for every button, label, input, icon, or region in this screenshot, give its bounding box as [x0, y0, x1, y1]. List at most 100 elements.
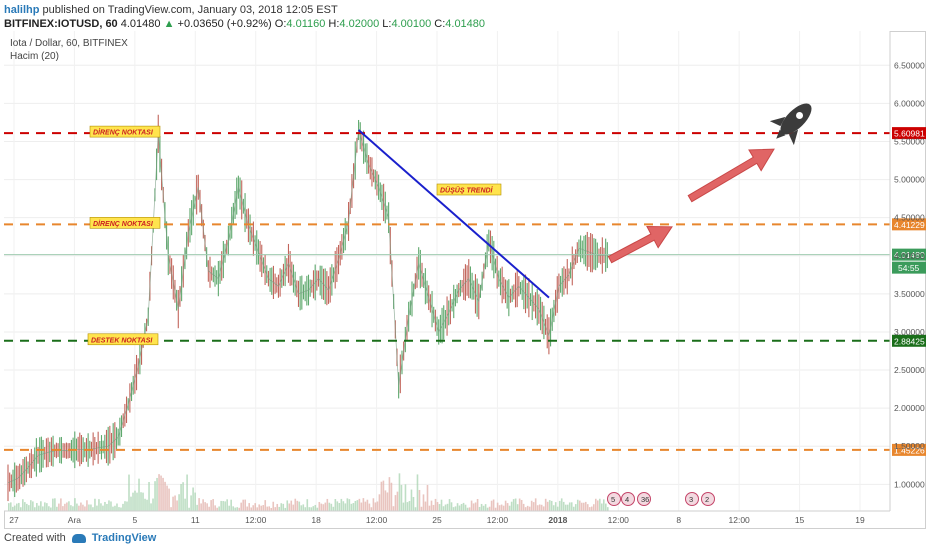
volume-bar: [310, 507, 313, 511]
volume-bar: [40, 501, 42, 511]
volume-bar: [10, 502, 12, 511]
volume-bar: [166, 485, 168, 511]
volume-bar: [252, 505, 255, 511]
volume-bar: [452, 507, 455, 511]
last-price: 4.01480: [120, 18, 161, 30]
volume-bar: [38, 505, 40, 511]
volume-bar: [108, 500, 110, 511]
volume-bar: [556, 506, 559, 511]
volume-bar: [158, 474, 160, 511]
volume-bar: [200, 503, 202, 511]
volume-bar: [532, 502, 535, 511]
y-tick-label: 4.00000: [894, 251, 925, 261]
volume-bar: [344, 503, 347, 511]
rocket-icon: [769, 103, 812, 146]
volume-bar: [378, 494, 381, 511]
volume-bar: [146, 499, 148, 511]
volume-bar: [210, 500, 212, 511]
volume-bar: [300, 505, 303, 511]
y-tick-label: 1.50000: [894, 441, 925, 451]
volume-bar: [598, 498, 601, 511]
volume-bar: [394, 495, 397, 511]
change-arrow-icon: ▲: [163, 18, 175, 30]
price-chart[interactable]: 5.60981 DİRENÇ NOKTASI 4.41229 DİRENÇ NOKTA…: [4, 31, 926, 529]
volume-bar: [574, 504, 577, 511]
volume-bar: [60, 498, 62, 511]
volume-bar: [100, 503, 102, 511]
volume-bar: [56, 506, 58, 511]
volume-bar: [102, 505, 104, 511]
volume-bar: [218, 506, 220, 511]
volume-bar: [250, 507, 253, 511]
arrow-shape: [687, 148, 775, 203]
volume-bar: [474, 502, 477, 511]
volume-bar: [164, 481, 166, 511]
volume-bar: [454, 506, 457, 511]
volume-bar: [14, 505, 16, 511]
volume-bar: [438, 504, 441, 511]
volume-bar: [274, 507, 277, 511]
trend-label-box: [436, 183, 502, 196]
volume-bar: [96, 505, 98, 511]
level-price-tag-support: 2.88425: [892, 334, 926, 347]
volume-bar: [266, 506, 269, 511]
level-tag-text: 1.45226: [894, 445, 925, 455]
volume-bar: [194, 492, 196, 511]
open-value: 4.01160: [286, 18, 326, 30]
volume-bar: [236, 507, 238, 511]
y-tick-label: 3.00000: [894, 327, 925, 337]
volume-bar: [68, 501, 70, 511]
volume-bar: [416, 474, 419, 511]
x-tick-label: 12:00: [487, 515, 509, 525]
annotation-box: [89, 217, 161, 229]
volume-bar: [404, 484, 407, 511]
volume-bar: [602, 499, 605, 511]
volume-bar: [546, 501, 549, 511]
volume-bar: [208, 506, 210, 511]
high-value: 4.02000: [339, 18, 380, 30]
annotation-box: [89, 125, 161, 138]
volume-bar: [434, 498, 437, 511]
volume-bar: [518, 498, 521, 511]
volume-bar: [264, 500, 267, 511]
volume-bar: [402, 502, 405, 511]
footer: Created with TradingView: [4, 532, 156, 544]
downtrend-line: [357, 129, 550, 299]
volume-bar: [580, 502, 583, 511]
volume-bar: [522, 503, 525, 511]
volume-bar: [188, 507, 190, 511]
annotation-text: DİRENÇ NOKTASI: [93, 129, 154, 137]
volume-bar: [42, 506, 44, 511]
volume-bar: [12, 506, 14, 511]
volume-bar: [140, 492, 142, 511]
volume-bar: [226, 499, 228, 511]
volume-bar: [152, 498, 154, 511]
tradingview-brand[interactable]: TradingView: [91, 532, 157, 544]
volume-bar: [198, 498, 200, 511]
event-count: 4: [625, 495, 629, 504]
volume-bar: [36, 503, 38, 511]
volume-bar: [104, 501, 106, 511]
volume-bar: [568, 502, 571, 511]
annotation-text: DESTEK NOKTASI: [91, 337, 153, 344]
high-label: H:: [328, 18, 340, 30]
volume-bar: [564, 504, 567, 511]
volume-bar: [488, 506, 491, 511]
volume-bar: [134, 490, 136, 511]
volume-bar: [320, 503, 323, 511]
volume-bar: [84, 506, 86, 511]
rocket-fin-right: [788, 129, 799, 146]
low-label: L:: [382, 18, 392, 30]
volume-bar: [74, 498, 76, 511]
volume-bar: [364, 501, 367, 511]
volume-bar: [408, 500, 411, 511]
volume-bar: [224, 501, 226, 511]
volume-bar: [350, 503, 353, 511]
volume-bar: [136, 492, 138, 511]
volume-bar: [288, 503, 291, 511]
volume-bar: [590, 506, 593, 511]
volume-bar: [476, 498, 479, 511]
volume-bar: [406, 502, 409, 511]
author-link[interactable]: halilhp: [4, 4, 40, 16]
volume-bar: [330, 503, 333, 511]
